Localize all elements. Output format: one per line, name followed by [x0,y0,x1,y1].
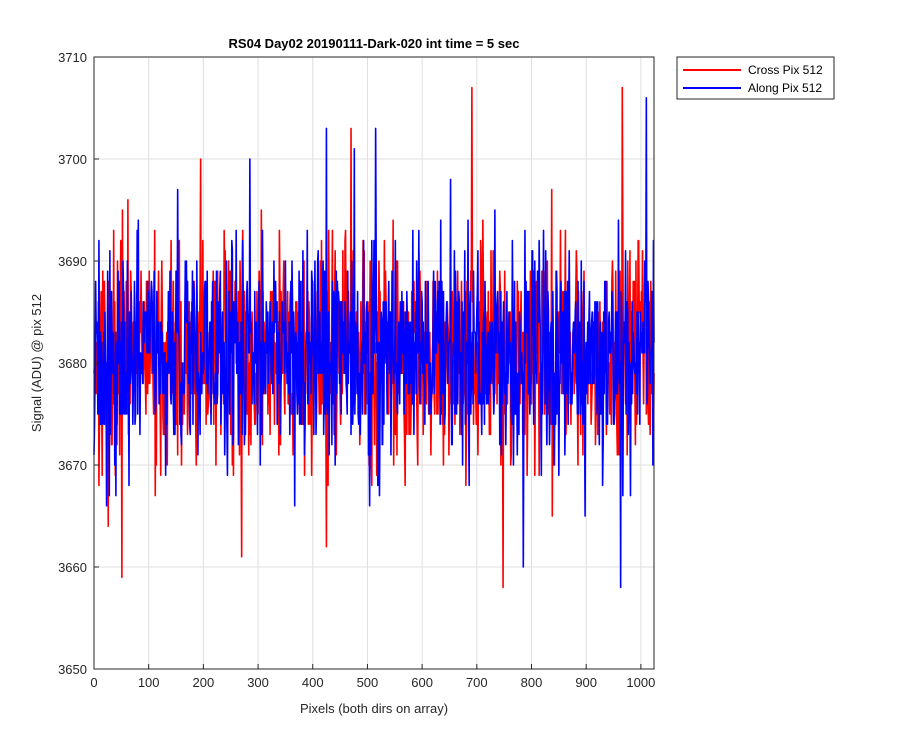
x-tick-label: 500 [357,675,379,690]
x-tick-label: 1000 [626,675,655,690]
y-tick-label: 3680 [58,356,87,371]
x-tick-label: 0 [90,675,97,690]
legend: Cross Pix 512 Along Pix 512 [676,56,835,100]
x-tick-label: 900 [575,675,597,690]
x-tick-label: 800 [521,675,543,690]
y-tick-label: 3650 [58,662,87,677]
chart-title: RS04 Day02 20190111-Dark-020 int time = … [229,36,520,51]
x-tick-label: 100 [138,675,160,690]
x-tick-label: 400 [302,675,324,690]
legend-entry-cross: Cross Pix 512 [748,63,823,77]
y-axis-label: Signal (ADU) @ pix 512 [29,294,44,432]
y-tick-label: 3700 [58,152,87,167]
x-tick-label: 700 [466,675,488,690]
x-axis-label: Pixels (both dirs on array) [300,701,448,716]
legend-box [676,56,835,100]
x-tick-label: 300 [247,675,269,690]
ticks: 0 100 200 300 400 500 600 700 800 900 1000 3650 3660… [58,50,655,690]
y-tick-label: 3670 [58,458,87,473]
series-layer [93,86,655,589]
x-tick-label: 600 [411,675,433,690]
x-tick-label: 200 [193,675,215,690]
series-line-cross [93,86,655,589]
y-tick-label: 3710 [58,50,87,65]
y-tick-label: 3660 [58,560,87,575]
y-tick-label: 3690 [58,254,87,269]
series-line-along [93,97,655,589]
legend-entry-along: Along Pix 512 [748,81,822,95]
